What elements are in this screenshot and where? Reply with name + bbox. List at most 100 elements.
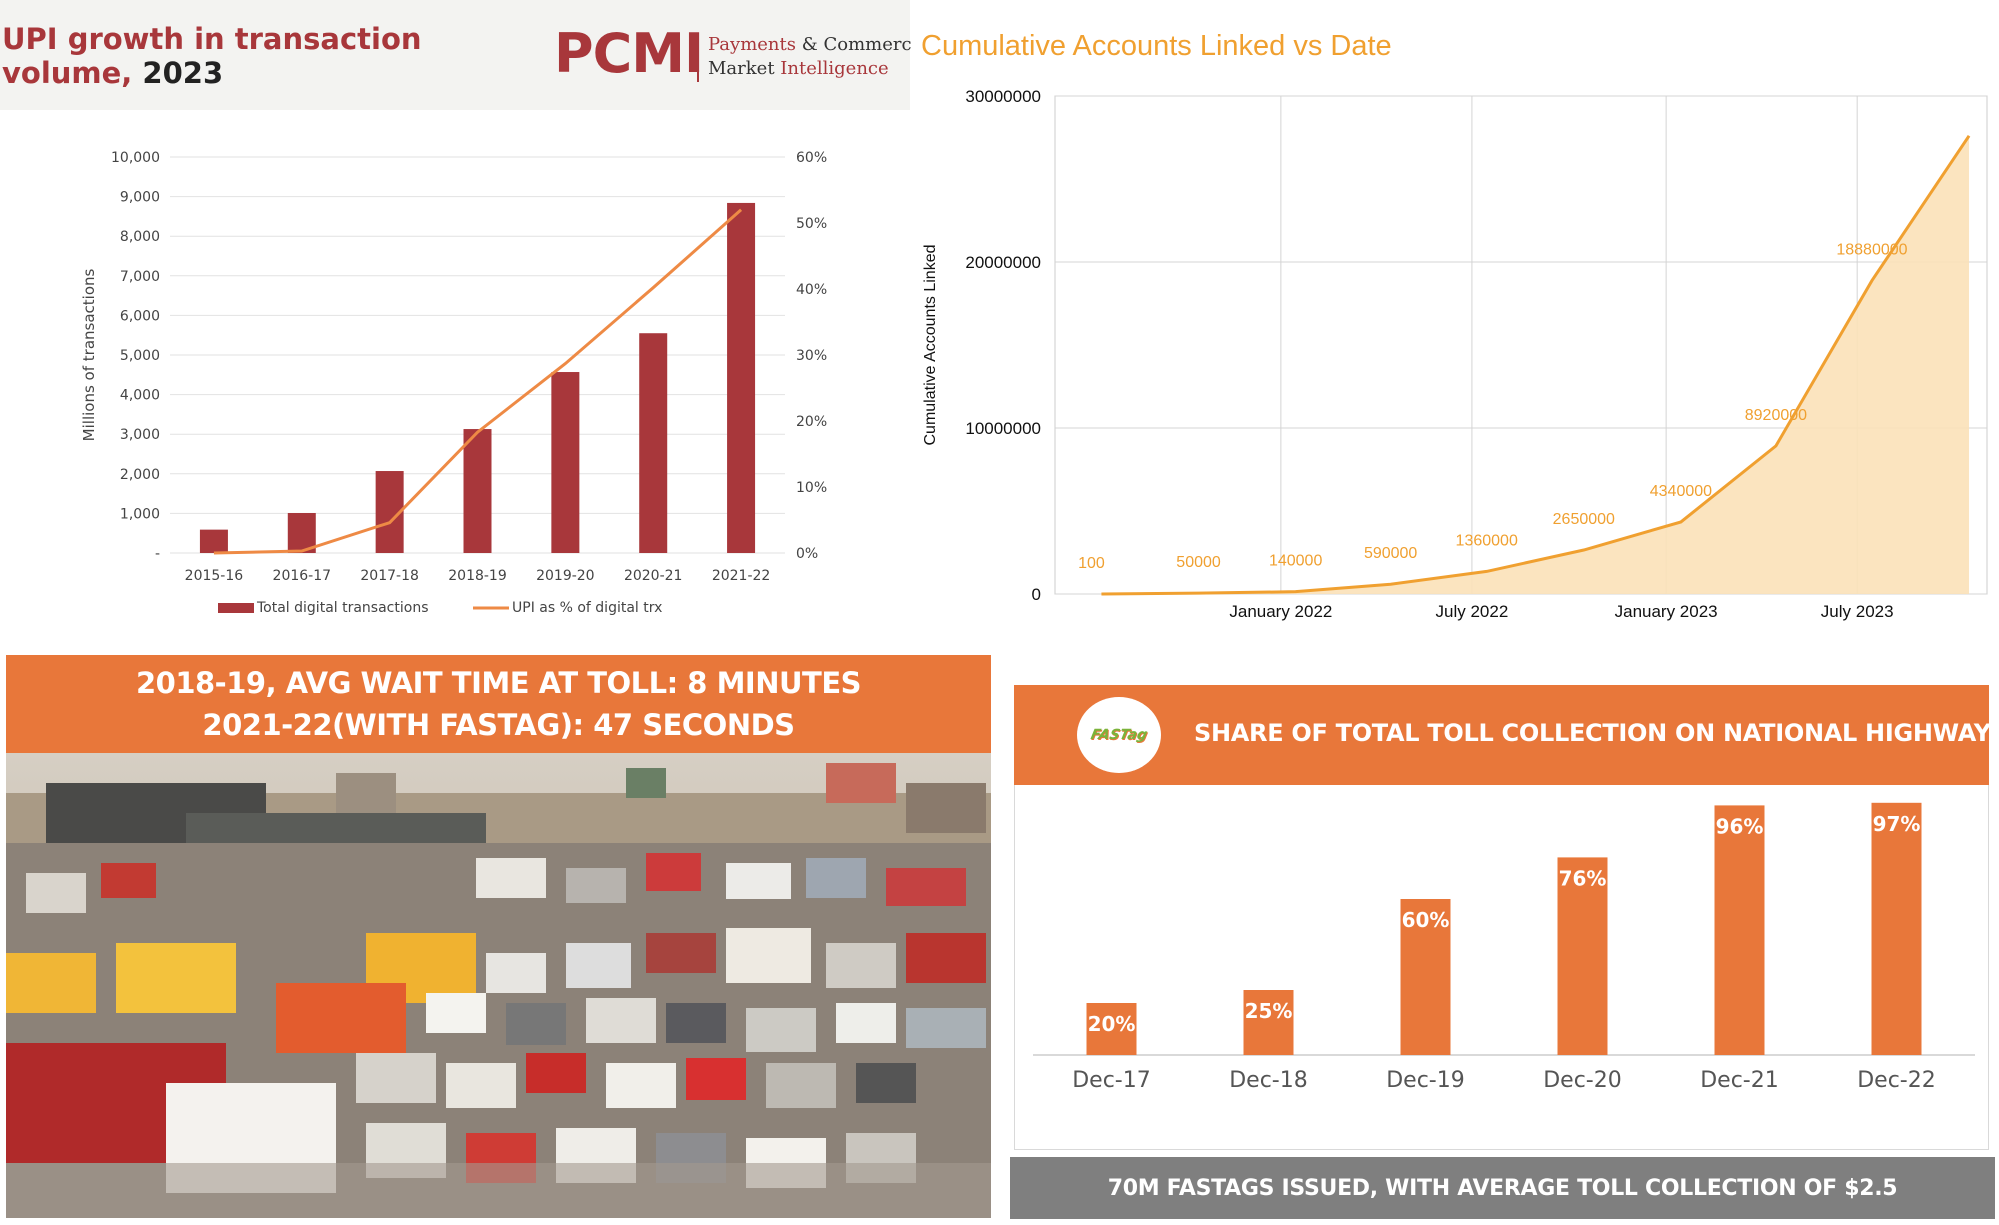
cum-x-tick-label: July 2022 (1436, 602, 1509, 621)
toll-wait-panel: 2018-19, AVG WAIT TIME AT TOLL: 8 MINUTE… (0, 650, 1000, 1225)
pcmi-sub1-b: & Commerce (801, 34, 923, 55)
pcmi-logo: PCMI (554, 22, 704, 85)
fastag-data-label: 20% (1088, 1012, 1136, 1036)
fastag-chart-title: SHARE OF TOTAL TOLL COLLECTION ON NATION… (1194, 719, 1999, 747)
fastag-x-tick-label: Dec-20 (1543, 1068, 1622, 1093)
upi-x-tick-label: 2017-18 (360, 568, 419, 584)
upi-y-axis-label: Millions of transactions (80, 268, 98, 441)
cum-x-tick-label: July 2023 (1821, 602, 1894, 621)
upi-x-tick-label: 2018-19 (448, 568, 507, 584)
upi-y-tick-label: 3,000 (120, 427, 160, 443)
fastag-x-tick-label: Dec-19 (1386, 1068, 1465, 1093)
cum-y-axis-label: Cumulative Accounts Linked (922, 245, 939, 446)
upi-bar (727, 202, 756, 553)
fastag-bar (1086, 1003, 1137, 1055)
upi-legend-line-label: UPI as % of digital trx (512, 600, 662, 616)
cumulative-chart-panel: 0 10000000 20000000 30000000 January 2022 Jul… (912, 0, 1999, 645)
cars-layer (6, 853, 991, 1218)
cum-data-label: 2650000 (1553, 511, 1615, 528)
fastag-data-label: 97% (1873, 812, 1921, 836)
fastag-x-tick-label: Dec-21 (1700, 1068, 1779, 1093)
cum-data-label: 18880000 (1836, 242, 1907, 259)
fastag-bar (1400, 899, 1451, 1055)
upi-y-tick-label: 5,000 (120, 348, 160, 364)
upi-y-tick-label: 9,000 (120, 190, 160, 206)
cum-area-fill (1101, 135, 1970, 594)
pcmi-sub1-a: Payments (708, 34, 802, 55)
fastag-data-label: 76% (1559, 866, 1607, 890)
cum-x-tick-label: January 2022 (1229, 602, 1332, 621)
fastag-logo: FASTag (1077, 697, 1161, 773)
upi-y-tick-label: 6,000 (120, 308, 160, 324)
fastag-bar (1714, 805, 1765, 1055)
cum-data-label: 50000 (1176, 554, 1221, 571)
upi-x-tick-label: 2016-17 (273, 568, 332, 584)
upi-x-tick-label: 2019-20 (536, 568, 595, 584)
upi-bar (551, 372, 580, 553)
fastag-bar (1871, 802, 1922, 1055)
fastag-x-tick-label: Dec-22 (1857, 1068, 1936, 1093)
pcmi-logo-subtitle-2: Market Intelligence (708, 58, 889, 79)
cum-y-tick-label: 20000000 (965, 253, 1041, 272)
fastag-footer-text: 70M FASTAGS ISSUED, WITH AVERAGE TOLL CO… (1107, 1175, 1898, 1201)
fastag-chart: 20% Dec-17 25% Dec-18 60% Dec-19 76% Dec-20 96% D… (1033, 802, 1975, 1093)
upi-y-tick-label: 7,000 (120, 269, 160, 285)
fastag-x-tick-label: Dec-17 (1072, 1068, 1151, 1093)
cum-data-label: 8920000 (1745, 407, 1807, 424)
cum-y-tick-label: 0 (1032, 585, 1041, 604)
pcmi-logo-subtitle-1: Payments & Commerce (708, 34, 922, 55)
upi-y-tick-label: 8,000 (120, 229, 160, 245)
upi-bar (463, 429, 492, 553)
upi-bar (199, 529, 228, 553)
upi-y-tick-label: 2,000 (120, 467, 160, 483)
toll-banner-line-1: 2018-19, AVG WAIT TIME AT TOLL: 8 MINUTE… (135, 666, 862, 700)
cum-y-tick-label: 30000000 (965, 87, 1041, 106)
upi-y-tick-label: 1,000 (120, 506, 160, 522)
traffic-jam-illustration (6, 753, 991, 1218)
cum-data-label: 1360000 (1456, 532, 1518, 549)
upi-header: UPI growth in transaction volume, 2023 P… (0, 0, 922, 110)
upi-x-tick-label: 2021-22 (712, 568, 771, 584)
upi-chart-panel: UPI growth in transaction volume, 2023 P… (0, 0, 922, 645)
upi-y2-tick-label: 50% (796, 216, 827, 232)
upi-bar (287, 513, 316, 553)
upi-title-year: 2023 (142, 56, 224, 90)
traffic-jam-photo (6, 753, 991, 1218)
upi-legend-bar-label: Total digital transactions (256, 600, 429, 616)
upi-y2-tick-label: 10% (796, 480, 827, 496)
pcmi-sub2-a: Market (708, 58, 781, 79)
upi-x-tick-label: 2020-21 (624, 568, 683, 584)
pcmi-logo-divider (697, 34, 699, 82)
upi-y2-tick-label: 0% (796, 546, 818, 562)
toll-banner-line-2: 2021-22(WITH FASTAG): 47 SECONDS (202, 708, 795, 742)
upi-y-tick-label: - (155, 546, 160, 562)
upi-y2-tick-label: 20% (796, 414, 827, 430)
fastag-banner: FASTag SHARE OF TOTAL TOLL COLLECTION ON… (1014, 685, 1999, 785)
upi-chart-title-line2: volume, 2023 (2, 56, 223, 90)
cum-data-label: 590000 (1364, 545, 1417, 562)
fastag-x-tick-label: Dec-18 (1229, 1068, 1308, 1093)
upi-y-tick-label: 10,000 (111, 150, 160, 166)
upi-x-tick-label: 2015-16 (185, 568, 244, 584)
cumulative-chart-title: Cumulative Accounts Linked vs Date (921, 30, 1392, 62)
cum-data-label: 100 (1078, 555, 1105, 572)
cum-data-label: 4340000 (1650, 483, 1712, 500)
cum-data-label: 140000 (1269, 553, 1322, 570)
fastag-logo-text: FASTag (1089, 727, 1149, 743)
cum-x-tick-label: January 2023 (1615, 602, 1718, 621)
pcmi-sub2-b: Intelligence (780, 58, 889, 79)
cum-y-tick-label: 10000000 (965, 419, 1041, 438)
upi-chart-title-line1: UPI growth in transaction (2, 22, 422, 56)
upi-title-prefix: volume, (2, 56, 143, 90)
fastag-footer-banner: 70M FASTAGS ISSUED, WITH AVERAGE TOLL CO… (1010, 1157, 1995, 1219)
cum-line-series (1101, 135, 1971, 596)
cumulative-chart: 0 10000000 20000000 30000000 January 2022 Jul… (922, 87, 1988, 621)
upi-y2-tick-label: 40% (796, 282, 827, 298)
fastag-share-panel: FASTag SHARE OF TOTAL TOLL COLLECTION ON… (1004, 650, 1999, 1225)
upi-y2-tick-label: 30% (796, 348, 827, 364)
fastag-chart-box: 20% Dec-17 25% Dec-18 60% Dec-19 76% Dec-20 96% D… (1014, 785, 1989, 1150)
fastag-data-label: 25% (1245, 999, 1293, 1023)
upi-legend-bar-swatch (218, 603, 254, 613)
fastag-bar (1557, 857, 1608, 1055)
toll-wait-banner: 2018-19, AVG WAIT TIME AT TOLL: 8 MINUTE… (6, 655, 991, 753)
